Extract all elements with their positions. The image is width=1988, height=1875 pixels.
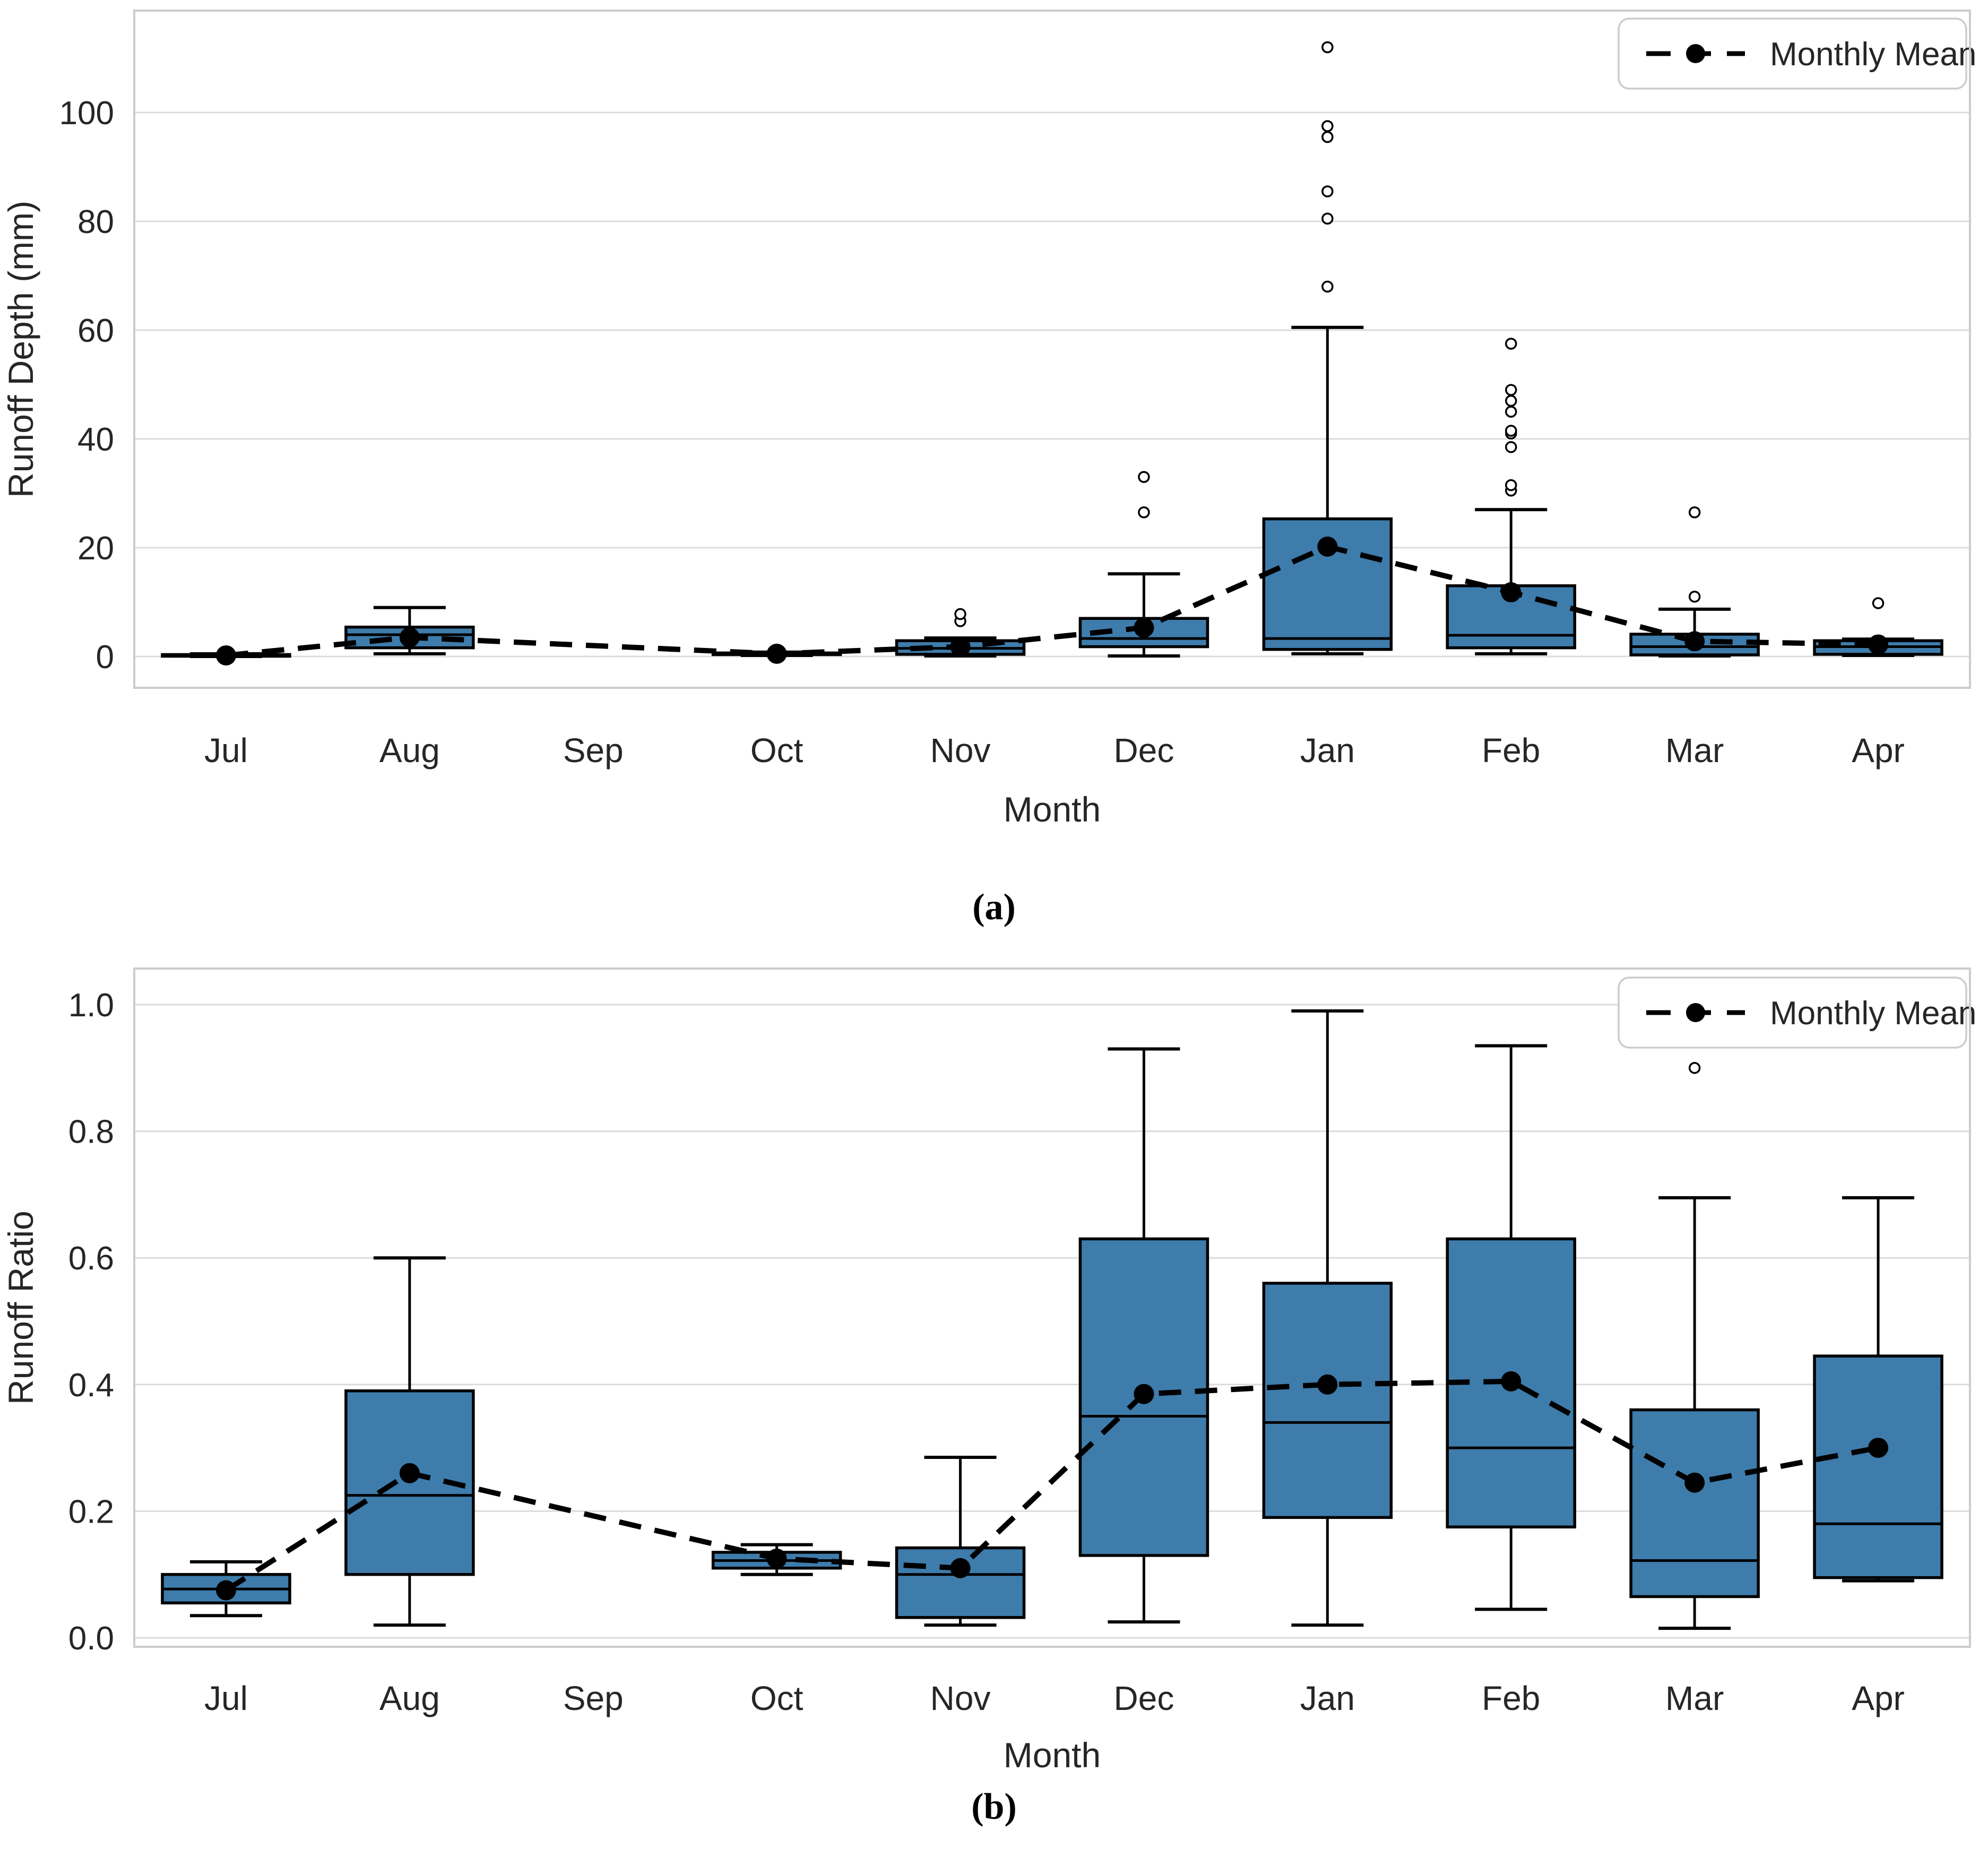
monthly-mean-point <box>399 627 420 648</box>
outlier-feb <box>1505 395 1517 407</box>
y-tick-label: 20 <box>77 530 114 567</box>
x-tick-label-sep: Sep <box>563 731 624 770</box>
box-jan <box>1262 1282 1393 1519</box>
plot-border <box>133 967 1971 1648</box>
y-tick-label: 0 <box>96 639 114 676</box>
y-tick-label: 0.2 <box>68 1493 114 1530</box>
runoff-depth-boxplot: 0 20 40 60 80 100 Jul Aug Sep Oct Nov Dec Jan Feb Mar A… <box>1 10 1976 829</box>
monthly-mean-point <box>1868 634 1889 655</box>
monthly-mean-point <box>1134 617 1154 638</box>
outlier-jan <box>1321 212 1334 225</box>
outlier-jan <box>1321 280 1334 293</box>
monthly-mean-point <box>950 636 971 657</box>
monthly-mean-point <box>1684 631 1705 652</box>
monthly-mean-point <box>1684 1472 1705 1493</box>
x-tick-label-feb: Feb <box>1482 731 1540 770</box>
outlier-feb <box>1505 479 1517 491</box>
monthly-mean-point <box>1317 536 1338 557</box>
outlier-feb <box>1505 384 1517 396</box>
subfigure-label-b: (b) <box>971 1786 1017 1827</box>
monthly-mean-point <box>950 1558 971 1578</box>
outlier-jan <box>1321 131 1334 143</box>
x-tick-label-dec: Dec <box>1114 731 1174 770</box>
y-tick-label: 0.8 <box>68 1114 114 1151</box>
legend-box <box>1618 18 1967 90</box>
monthly-mean-point <box>1868 1438 1889 1458</box>
monthly-mean-point <box>766 1548 787 1569</box>
monthly-mean-point <box>1134 1384 1154 1404</box>
outlier-feb <box>1505 441 1517 453</box>
x-tick-label-mar: Mar <box>1665 731 1724 770</box>
legend-marker-dot <box>1686 1003 1705 1022</box>
x-tick-label-feb: Feb <box>1482 1679 1540 1717</box>
x-tick-label-aug: Aug <box>379 1679 440 1717</box>
x-tick-label-jul: Jul <box>204 731 248 770</box>
outlier-nov <box>954 608 966 620</box>
outlier-apr <box>1872 597 1885 609</box>
box-mar <box>1629 1408 1760 1598</box>
x-tick-label-nov: Nov <box>930 731 991 770</box>
x-tick-label-oct: Oct <box>750 1679 803 1717</box>
legend-label: Monthly Mean <box>1770 995 1976 1032</box>
monthly-mean-point <box>399 1463 420 1483</box>
y-tick-label: 40 <box>77 421 114 458</box>
monthly-mean-point <box>215 645 236 666</box>
x-tick-label-apr: Apr <box>1852 1679 1905 1717</box>
y-tick-label: 100 <box>59 95 114 132</box>
y-tick-label: 1.0 <box>68 987 114 1024</box>
legend-marker-dot <box>1686 44 1705 63</box>
monthly-mean-point <box>1501 582 1522 603</box>
legend-box <box>1618 977 1967 1049</box>
y-tick-label: 60 <box>77 313 114 349</box>
y-tick-label: 80 <box>77 204 114 240</box>
x-axis-title: Month <box>1004 1735 1101 1775</box>
outlier-jan <box>1321 41 1334 54</box>
y-tick-label: 0.0 <box>68 1620 114 1657</box>
legend-label: Monthly Mean <box>1770 36 1976 73</box>
x-tick-label-apr: Apr <box>1852 731 1905 770</box>
x-tick-label-jan: Jan <box>1300 1679 1355 1717</box>
monthly-mean-point <box>215 1580 236 1601</box>
outlier-jan <box>1321 120 1334 132</box>
monthly-mean-point <box>1501 1371 1522 1392</box>
outlier-feb <box>1505 425 1517 437</box>
outlier-mar <box>1688 1062 1701 1074</box>
runoff-ratio-boxplot: 0.0 0.2 0.4 0.6 0.8 1.0 Jul Aug Sep Oct Nov Dec Jan F… <box>1 967 1976 1775</box>
x-axis-title: Month <box>1004 790 1101 829</box>
outlier-dec <box>1138 471 1150 483</box>
outlier-mar <box>1688 506 1701 519</box>
outlier-jan <box>1321 185 1334 197</box>
monthly-mean-point <box>1317 1374 1338 1395</box>
box-apr <box>1813 1354 1943 1579</box>
outlier-feb <box>1505 338 1517 350</box>
x-tick-label-jul: Jul <box>204 1679 248 1717</box>
plot-background <box>134 11 1970 688</box>
subfigure-label-a: (a) <box>972 887 1016 928</box>
outlier-dec <box>1138 506 1150 519</box>
outlier-feb <box>1505 405 1517 418</box>
y-tick-label: 0.4 <box>68 1367 114 1404</box>
x-tick-label-nov: Nov <box>930 1679 991 1717</box>
x-tick-label-sep: Sep <box>563 1679 624 1717</box>
x-tick-label-mar: Mar <box>1665 1679 1724 1717</box>
x-tick-label-dec: Dec <box>1114 1679 1174 1717</box>
x-tick-label-oct: Oct <box>750 731 803 770</box>
outlier-mar <box>1688 591 1701 603</box>
x-tick-label-jan: Jan <box>1300 731 1355 770</box>
y-axis-title: Runoff Ratio <box>1 1211 40 1405</box>
plot-border <box>133 10 1971 689</box>
y-tick-label: 0.6 <box>68 1240 114 1277</box>
x-tick-label-aug: Aug <box>379 731 440 770</box>
y-axis-title: Runoff Depth (mm) <box>1 201 40 498</box>
monthly-mean-point <box>766 643 787 664</box>
